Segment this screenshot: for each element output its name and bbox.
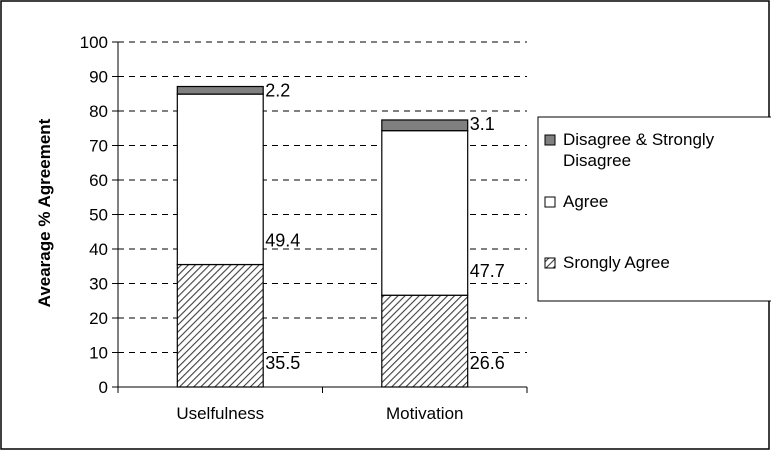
y-tick-label-100: 100 [80, 33, 108, 52]
x-tick-label-uselfulness: Uselfulness [176, 404, 264, 423]
x-tick-label-motivation: Motivation [386, 404, 463, 423]
y-tick-label-60: 60 [89, 171, 108, 190]
bar-motivation-1 [381, 130, 469, 296]
y-tick-label-90: 90 [89, 68, 108, 87]
data-label-uselfulness-0: 35.5 [265, 353, 300, 373]
legend-swatch-2 [544, 257, 556, 269]
y-axis-title: Avearage % Agreement [35, 118, 54, 307]
y-tick-label-10: 10 [89, 344, 108, 363]
data-label-uselfulness-1: 49.4 [265, 231, 300, 251]
data-label-motivation-0: 26.6 [470, 353, 505, 373]
bar-uselfulness-1 [176, 93, 264, 266]
data-label-motivation-1: 47.7 [470, 261, 505, 281]
y-tick-label-50: 50 [89, 206, 108, 225]
y-tick-label-30: 30 [89, 275, 108, 294]
y-tick-label-40: 40 [89, 240, 108, 259]
y-tick-label-20: 20 [89, 309, 108, 328]
legend-label-0-0: Disagree & Strongly [563, 130, 715, 149]
legend-label-0-1: Disagree [563, 151, 631, 170]
axes [112, 41, 528, 393]
y-tick-label-70: 70 [89, 137, 108, 156]
bar-uselfulness-2 [176, 85, 264, 95]
y-tick-label-0: 0 [99, 378, 108, 397]
bars [176, 85, 469, 388]
legend-swatch-1 [544, 196, 556, 208]
data-label-uselfulness-2: 2.2 [265, 81, 290, 101]
bar-motivation-2 [381, 119, 469, 132]
legend-box [537, 116, 771, 302]
legend: Disagree & Strongly Disagree Agree Srongly … [537, 116, 771, 302]
bar-uselfulness-0 [176, 263, 264, 388]
legend-label-2-0: Srongly Agree [563, 253, 670, 272]
labels: 0 10 20 30 40 50 60 70 80 90 100 35.5 49.4 2.2 Uselful… [80, 33, 505, 423]
bar-motivation-0 [381, 294, 469, 388]
y-tick-label-80: 80 [89, 102, 108, 121]
legend-label-1-0: Agree [563, 192, 608, 211]
legend-swatch-0 [544, 134, 556, 146]
data-label-motivation-2: 3.1 [470, 114, 495, 134]
